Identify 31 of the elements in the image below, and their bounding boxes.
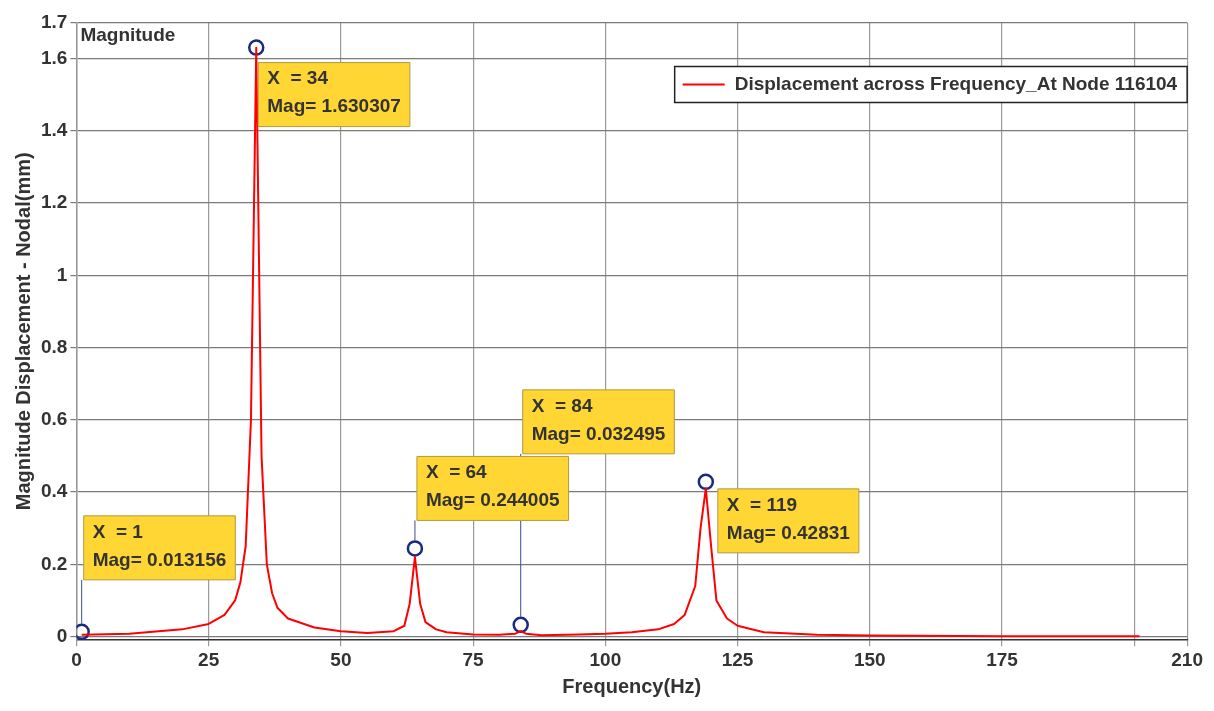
x-axis-title: Frequency(Hz)	[562, 674, 702, 697]
x-tick-label: 100	[589, 648, 622, 670]
x-tick-label: 210	[1171, 648, 1203, 670]
y-tick-label: 0.4	[40, 480, 68, 502]
point	[697, 473, 715, 491]
annotation: X = 119 Mag= 0.42831	[726, 493, 851, 543]
point	[248, 39, 265, 56]
y-tick-label: 0	[56, 624, 68, 646]
y-tick-label: 1.2	[40, 191, 68, 213]
y-axis-title: Magnitude Displacement - Nodal(mm)	[11, 152, 34, 511]
legend-label: Displacement across Frequency_At Node 116104	[734, 72, 1178, 94]
chart-title: Magnitude	[80, 24, 176, 46]
x-tick-label: 0	[71, 648, 82, 670]
y-tick-label: 1.7	[40, 10, 68, 32]
y-tick-label: 1.4	[40, 119, 68, 141]
y-tick-label: 0.2	[40, 552, 68, 574]
y-tick-label: 1.6	[40, 46, 68, 68]
x-tick-label: 50	[330, 648, 352, 670]
x-tick-label: 125	[721, 648, 754, 670]
y-tick-label: 1	[56, 263, 68, 285]
annotation: X = 84 Mag= 0.032495	[531, 394, 666, 444]
x-tick-label: 150	[853, 648, 886, 670]
x-tick-label: 175	[986, 648, 1019, 670]
annotation: X = 64 Mag= 0.244005	[425, 461, 560, 511]
y-tick-label: 0.8	[40, 335, 68, 357]
annotation: X = 34 Mag= 1.630307	[267, 67, 401, 117]
point	[406, 540, 424, 557]
x-tick-label: 25	[198, 648, 220, 670]
y-tick-label: 0.6	[40, 408, 68, 430]
x-tick-label: 75	[462, 648, 485, 670]
annotation: X = 1 Mag= 0.013156	[92, 520, 227, 570]
